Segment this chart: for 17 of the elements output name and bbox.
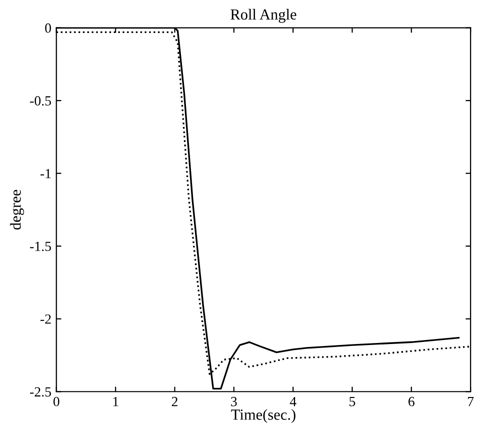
y-axis-title: degree: [10, 190, 24, 230]
y-tick-label: -2: [40, 314, 51, 324]
x-tick-label: 5: [350, 397, 356, 406]
x-tick-label: 1: [113, 396, 118, 406]
y-tick-label: -0.5: [30, 96, 51, 106]
y-tick-label: 0: [45, 23, 51, 33]
chart-title: Roll Angle: [230, 8, 296, 23]
y-tick-label: -1.5: [30, 242, 51, 252]
y-tick-label: -1: [40, 168, 51, 178]
x-tick-label: 4: [290, 396, 296, 406]
x-tick-label: 7: [468, 397, 474, 406]
x-tick-label: 6: [408, 396, 414, 406]
x-tick-label: 0: [53, 396, 60, 406]
x-tick-label: 2: [172, 396, 178, 406]
x-tick-label: 3: [231, 396, 237, 406]
y-tick-label: -2.5: [30, 387, 51, 397]
x-axis-title: Time(sec.): [231, 409, 296, 423]
